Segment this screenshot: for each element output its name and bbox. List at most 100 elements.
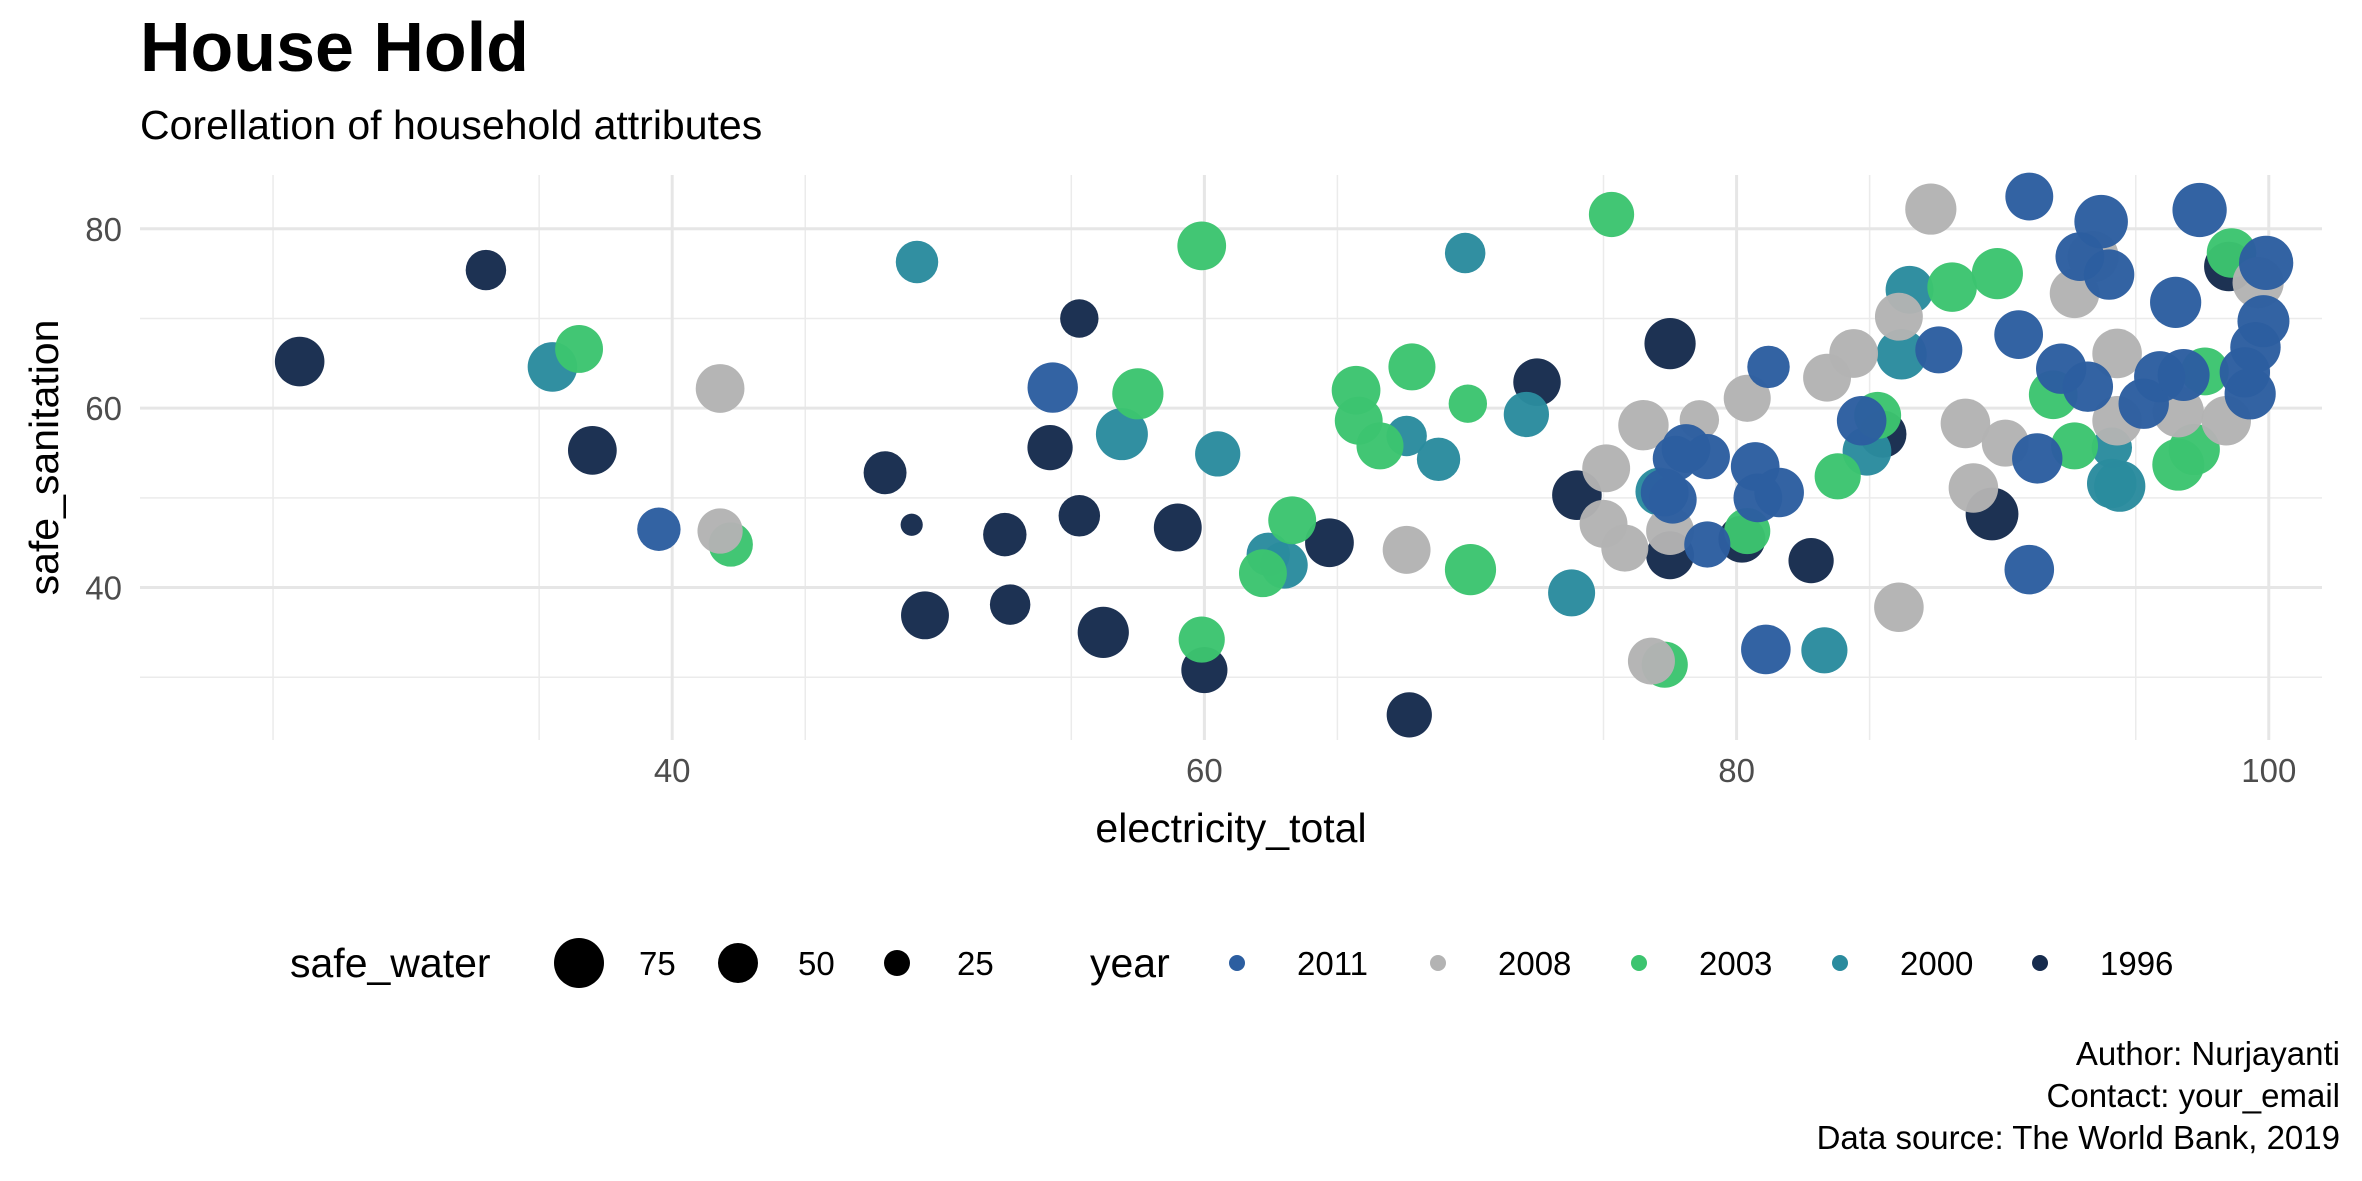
point-2011 <box>2083 249 2135 300</box>
point-1996 <box>863 451 907 495</box>
point-2011 <box>1754 467 1804 518</box>
point-2008 <box>1874 292 1923 341</box>
color-legend-title: year <box>1090 940 1170 986</box>
legend: safe_water 75 50 25 year 2011 2008 2003 2000 1996 <box>290 938 2173 988</box>
point-2008 <box>2092 328 2142 379</box>
chart-subtitle: Corellation of household attributes <box>140 102 763 148</box>
point-2011 <box>1684 521 1731 568</box>
color-legend-key <box>1229 955 1245 971</box>
point-2003 <box>555 325 604 373</box>
axis-ticks: 40 60 80 100 40 60 80 <box>85 211 2296 789</box>
point-2000 <box>895 240 939 284</box>
point-2000 <box>1416 437 1461 481</box>
data-points <box>274 172 2294 738</box>
point-1996 <box>1386 692 1432 738</box>
point-2011 <box>2012 433 2063 484</box>
point-2008 <box>1948 463 1999 513</box>
point-1996 <box>1644 318 1696 370</box>
point-2003 <box>1971 248 2023 300</box>
point-2011 <box>1994 310 2044 360</box>
point-2008 <box>1582 444 1631 493</box>
point-1996 <box>274 336 325 387</box>
point-2008 <box>1905 183 1957 235</box>
caption-author: Author: Nurjayanti <box>2075 1035 2340 1072</box>
point-1996 <box>1305 518 1354 568</box>
point-2000 <box>1801 627 1848 674</box>
point-1996 <box>1788 538 1834 584</box>
point-2011 <box>2238 235 2294 291</box>
point-2008 <box>1874 582 1924 633</box>
point-2008 <box>1940 398 1991 449</box>
point-1996 <box>465 249 507 291</box>
point-2011 <box>2150 276 2202 328</box>
color-legend-label: 2011 <box>1297 945 1368 982</box>
point-2000 <box>1548 569 1596 617</box>
color-legend-key <box>1832 955 1848 971</box>
point-2003 <box>1444 544 1497 596</box>
caption-source: Data source: The World Bank, 2019 <box>1816 1119 2340 1156</box>
color-legend-key <box>2032 955 2048 971</box>
point-2011 <box>1027 362 1078 413</box>
point-2011 <box>1684 433 1730 480</box>
point-2003 <box>1177 221 1227 271</box>
point-2008 <box>1829 329 1879 378</box>
point-2011 <box>1747 345 1790 389</box>
y-axis-title: safe_sanitation <box>21 320 67 596</box>
point-2008 <box>1382 525 1431 574</box>
caption: Author: Nurjayanti Contact: your_email D… <box>1817 1033 2340 1159</box>
point-1996 <box>900 513 923 536</box>
point-2000 <box>1195 431 1241 477</box>
point-2011 <box>2224 368 2276 420</box>
color-legend-label: 2000 <box>1900 945 1973 982</box>
point-2003 <box>1814 453 1861 500</box>
caption-contact: Contact: your_email <box>2046 1077 2340 1114</box>
point-2011 <box>2157 348 2210 401</box>
point-2000 <box>2094 460 2146 512</box>
point-1996 <box>1058 495 1101 537</box>
x-tick-label: 80 <box>1718 752 1755 789</box>
point-2011 <box>2005 172 2054 221</box>
point-2003 <box>1388 343 1436 391</box>
y-tick-label: 60 <box>85 390 122 427</box>
point-2003 <box>1448 384 1488 423</box>
point-1996 <box>983 512 1027 557</box>
point-2008 <box>1723 374 1771 422</box>
point-2003 <box>1356 422 1404 470</box>
size-legend-label: 25 <box>957 945 994 982</box>
point-2003 <box>1112 368 1164 420</box>
color-legend-label: 2008 <box>1498 945 1571 982</box>
size-legend-key <box>554 938 604 988</box>
point-1996 <box>901 591 949 640</box>
x-tick-label: 60 <box>1186 752 1223 789</box>
size-legend-key <box>884 950 910 976</box>
point-2003 <box>1238 549 1287 598</box>
color-legend-key <box>1631 955 1647 971</box>
y-tick-label: 80 <box>85 211 122 248</box>
y-tick-label: 40 <box>85 570 122 607</box>
x-tick-label: 100 <box>2241 752 2296 789</box>
point-2008 <box>1618 400 1669 451</box>
point-2011 <box>1648 475 1697 524</box>
point-2008 <box>1627 637 1675 685</box>
point-2003 <box>2051 422 2099 470</box>
point-2000 <box>1095 408 1148 461</box>
point-2008 <box>1601 524 1649 572</box>
size-legend-label: 50 <box>798 945 835 982</box>
point-2011 <box>637 507 681 551</box>
point-2011 <box>2074 194 2128 249</box>
point-2008 <box>695 364 745 413</box>
point-2008 <box>697 508 743 554</box>
size-legend-label: 75 <box>639 945 676 982</box>
point-2003 <box>1178 616 1225 663</box>
size-legend-title: safe_water <box>290 940 491 986</box>
point-2011 <box>2172 182 2227 238</box>
point-2011 <box>1915 326 1963 374</box>
point-1996 <box>1153 503 1202 552</box>
point-1996 <box>989 584 1031 625</box>
point-1996 <box>1027 425 1073 471</box>
color-legend-key <box>1430 955 1446 971</box>
point-1996 <box>1077 606 1129 658</box>
size-legend-key <box>718 943 758 983</box>
point-2011 <box>2004 544 2055 595</box>
